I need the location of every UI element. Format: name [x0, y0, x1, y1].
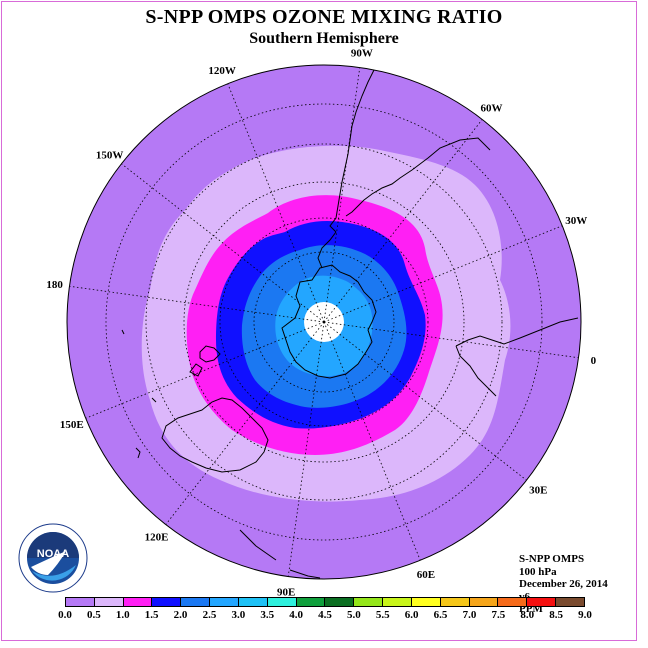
color-scale-tick-label: 6.0 [404, 609, 419, 621]
color-scale-bar [65, 597, 585, 607]
coastlines [121, 69, 579, 579]
meridian-line [323, 321, 421, 561]
longitude-label: 120E [145, 531, 169, 543]
color-scale-segment [383, 598, 412, 606]
color-scale-tick-label: 0.0 [58, 609, 72, 621]
color-scale-tick-label: 8.0 [520, 609, 535, 621]
meridian-line [227, 83, 325, 323]
new-zealand-coast [189, 345, 221, 377]
color-scale-tick-label: 9.0 [578, 609, 592, 621]
color-scale-tick-label: 3.5 [260, 609, 275, 621]
color-scale-tick-label: 6.5 [433, 609, 448, 621]
color-scale-tick-label: 1.5 [144, 609, 159, 621]
south-america-coast [329, 69, 491, 233]
color-scale-segment [238, 598, 268, 606]
longitude-label: 90E [277, 586, 295, 598]
color-scale-ticks: 0.0 0.5 1.0 1.5 2.0 2.5 3.0 3.5 4.0 4.5 5.0 5.5 6.0 6… [58, 609, 592, 623]
map-title: S-NPP OMPS OZONE MIXING RATIO [145, 6, 503, 28]
longitude-label: 150W [96, 150, 124, 162]
meridian-line [323, 119, 483, 323]
color-scale-segment [152, 598, 182, 606]
meridian-line [85, 321, 325, 419]
color-scale-segment [354, 598, 384, 606]
color-scale-segment [210, 598, 239, 606]
meridian-line [323, 225, 563, 323]
noaa-logo: NOAA [18, 523, 88, 593]
color-scale-segment [411, 598, 441, 606]
meridian-line [121, 163, 325, 323]
longitude-label: 60E [417, 569, 435, 581]
color-scale-segment [498, 598, 528, 606]
color-scale-segment [469, 598, 499, 606]
map-subtitle: Southern Hemisphere [249, 30, 399, 47]
color-scale-segment [296, 598, 326, 606]
longitude-label: 120W [208, 65, 236, 77]
info-instrument: S-NPP OMPS [519, 553, 585, 565]
meridian-line [323, 67, 361, 323]
info-level: 100 hPa [519, 565, 557, 578]
color-scale-tick-label: 7.5 [491, 609, 506, 621]
longitude-labels: 90W 60W 30W 0 30E 60E 90E 120E 150E 180 150W 120W [46, 48, 596, 599]
longitude-label: 90W [351, 48, 373, 60]
map-boundary [66, 64, 582, 580]
color-scale-tick-label: 5.5 [375, 609, 390, 621]
meridian-line [323, 321, 579, 359]
figure-frame [1, 1, 637, 641]
color-scale-segment [440, 598, 470, 606]
color-scale-tick-label: 2.5 [202, 609, 217, 621]
color-scale-segment [267, 598, 297, 606]
africa-coast [455, 317, 579, 397]
meridian-line [69, 285, 325, 323]
info-version: v6 [519, 590, 530, 603]
longitude-label: 30W [565, 215, 587, 227]
color-scale-segment [123, 598, 153, 606]
color-scale-segment [94, 598, 124, 606]
antarctica-coast [281, 264, 377, 379]
color-scale-segment [181, 598, 211, 606]
longitude-label: 150E [60, 419, 84, 431]
longitude-label: 30E [529, 484, 547, 496]
color-scale-tick-label: 5.0 [347, 609, 361, 621]
color-scale-tick-label: 2.0 [173, 609, 188, 621]
color-scale-segment [66, 598, 95, 606]
color-scale-tick-label: 3.0 [231, 609, 246, 621]
color-scale-segment [527, 598, 557, 606]
islands [121, 329, 321, 579]
color-scale-tick-label: 4.0 [289, 609, 303, 621]
color-scale-tick-label: 8.5 [549, 609, 563, 621]
longitude-label: 0 [591, 355, 597, 367]
info-date: December 26, 2014 [519, 578, 608, 591]
australia-coast [161, 397, 269, 473]
lat-lon-grid [69, 67, 579, 577]
color-scale-tick-label: 0.5 [87, 609, 101, 621]
noaa-logo-text: NOAA [37, 548, 69, 560]
longitude-label: 60W [480, 103, 502, 115]
color-scale-tick-label: 1.0 [115, 609, 130, 621]
color-scale-segment [556, 598, 584, 606]
antarctic-peninsula [317, 231, 337, 269]
meridian-line [323, 321, 527, 481]
longitude-label: 180 [46, 279, 63, 291]
meridian-line [287, 321, 325, 577]
color-scale-tick-label: 4.5 [318, 609, 332, 621]
meridian-line [165, 321, 325, 525]
color-scale-tick-label: 7.0 [462, 609, 477, 621]
color-scale-segment [325, 598, 355, 606]
